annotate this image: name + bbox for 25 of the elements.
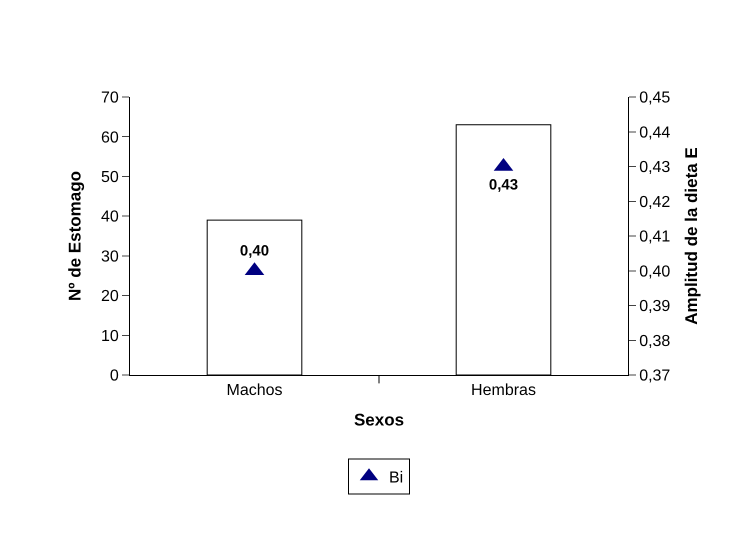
x-axis-title: Sexos: [354, 410, 404, 430]
y-tick-label: 70: [101, 90, 119, 107]
y-axis-title: Nº de Estomago: [66, 171, 85, 301]
y-tick-label: 40: [101, 208, 119, 226]
y-tick-label: 50: [101, 169, 119, 186]
y-tick-label: 30: [101, 248, 119, 266]
y-tick-label: 20: [101, 288, 119, 306]
y2-tick-label: 0,42: [639, 194, 670, 211]
y-tick-label: 10: [101, 328, 119, 345]
y2-tick-label: 0,37: [639, 368, 670, 385]
y2-axis-title: Amplitud de la dieta E: [682, 147, 701, 325]
legend-label: Bi: [389, 470, 404, 487]
y2-tick-label: 0,40: [639, 263, 670, 280]
x-tick-label: Machos: [226, 382, 283, 400]
y2-tick-label: 0,45: [639, 90, 670, 107]
y2-tick-label: 0,41: [639, 228, 670, 246]
y2-tick-label: 0,44: [639, 124, 670, 142]
data-label: 0,43: [488, 176, 518, 194]
y-tick-label: 0: [110, 368, 119, 385]
y2-tick-label: 0,38: [639, 332, 670, 350]
x-tick-label: Hembras: [471, 382, 536, 400]
y2-tick-label: 0,39: [639, 298, 670, 316]
data-label: 0,40: [240, 242, 270, 260]
y2-tick-label: 0,43: [639, 159, 670, 176]
y-tick-label: 60: [101, 129, 119, 146]
